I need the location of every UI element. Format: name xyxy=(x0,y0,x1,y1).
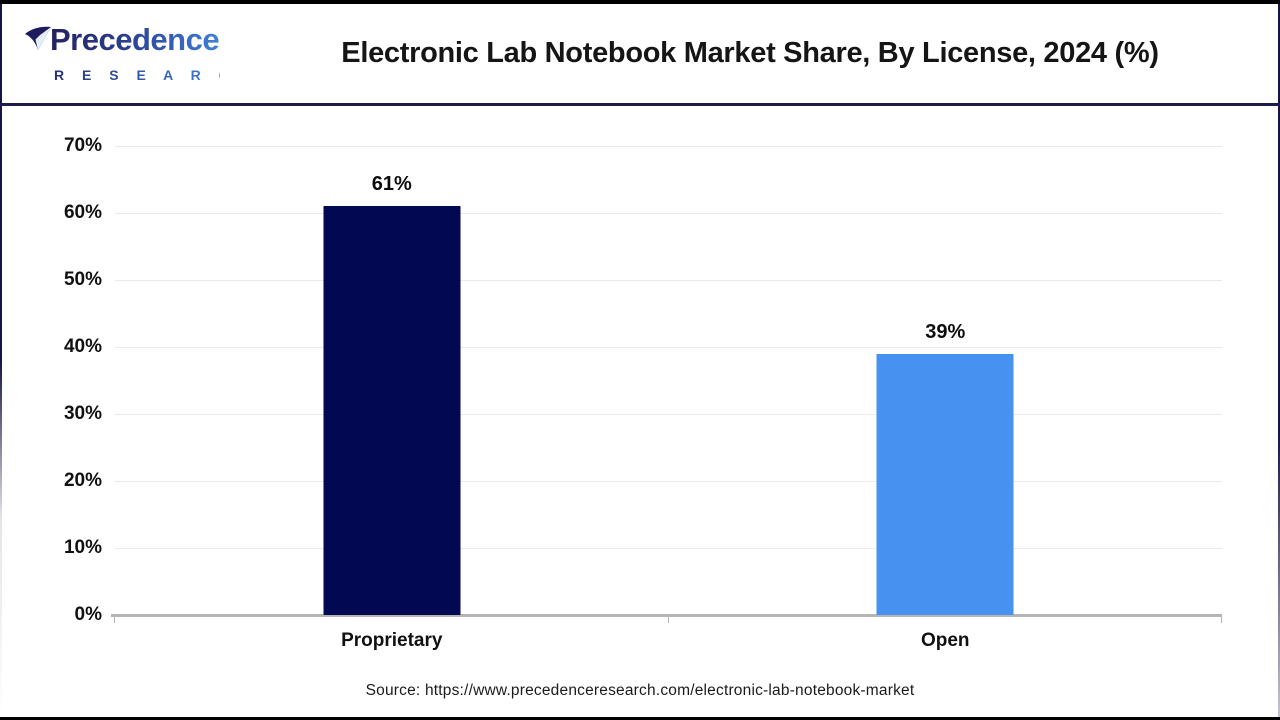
x-axis-category-label-proprietary: Proprietary xyxy=(341,630,443,651)
y-axis-tick-label: 40% xyxy=(63,336,102,357)
gridline xyxy=(115,414,1222,415)
left-border xyxy=(0,4,2,717)
gridline xyxy=(115,146,1222,147)
bar-proprietary xyxy=(323,206,461,615)
bar-value-label-proprietary: 61% xyxy=(371,173,412,196)
gridline xyxy=(115,481,1222,482)
bar-group-proprietary: 61% xyxy=(323,146,461,615)
x-axis-tick xyxy=(1221,616,1222,623)
gridline xyxy=(115,213,1222,214)
right-border xyxy=(1278,4,1280,717)
plot-area: 61% Proprietary 39% Open xyxy=(111,146,1222,651)
x-axis-tick xyxy=(667,616,669,623)
leaf-logo-icon xyxy=(24,26,52,65)
header-divider xyxy=(0,103,1280,106)
y-axis-tick-label: 70% xyxy=(63,135,102,156)
x-axis-tick xyxy=(114,616,115,623)
y-axis-tick-label: 20% xyxy=(63,470,102,491)
gridline xyxy=(115,347,1222,348)
brand-logo: Precedence R E S E A R C H xyxy=(24,22,257,83)
y-axis-tick-label: 10% xyxy=(63,537,102,558)
bar-group-open: 39% xyxy=(876,146,1014,615)
brand-subname: R E S E A R C H xyxy=(24,67,257,83)
x-axis-line xyxy=(111,614,1222,617)
y-axis-tick-label: 60% xyxy=(63,202,102,223)
bar-open xyxy=(876,353,1014,615)
y-axis-tick-label: 50% xyxy=(63,269,102,290)
brand-name: Precedence xyxy=(50,22,220,57)
y-axis-tick-label: 0% xyxy=(74,604,102,625)
chart-title: Electronic Lab Notebook Market Share, By… xyxy=(341,37,1159,69)
source-text: Source: https://www.precedenceresearch.c… xyxy=(365,682,915,699)
gridline xyxy=(115,280,1222,281)
header: Precedence R E S E A R C H Electronic La… xyxy=(0,4,1280,103)
y-axis-tick-label: 30% xyxy=(63,403,102,424)
bar-value-label-open: 39% xyxy=(925,320,966,343)
y-axis: 70% 60% 50% 40% 30% 20% 10% 0% xyxy=(30,135,102,625)
x-axis-category-label-open: Open xyxy=(920,630,970,651)
gridline xyxy=(115,548,1222,549)
